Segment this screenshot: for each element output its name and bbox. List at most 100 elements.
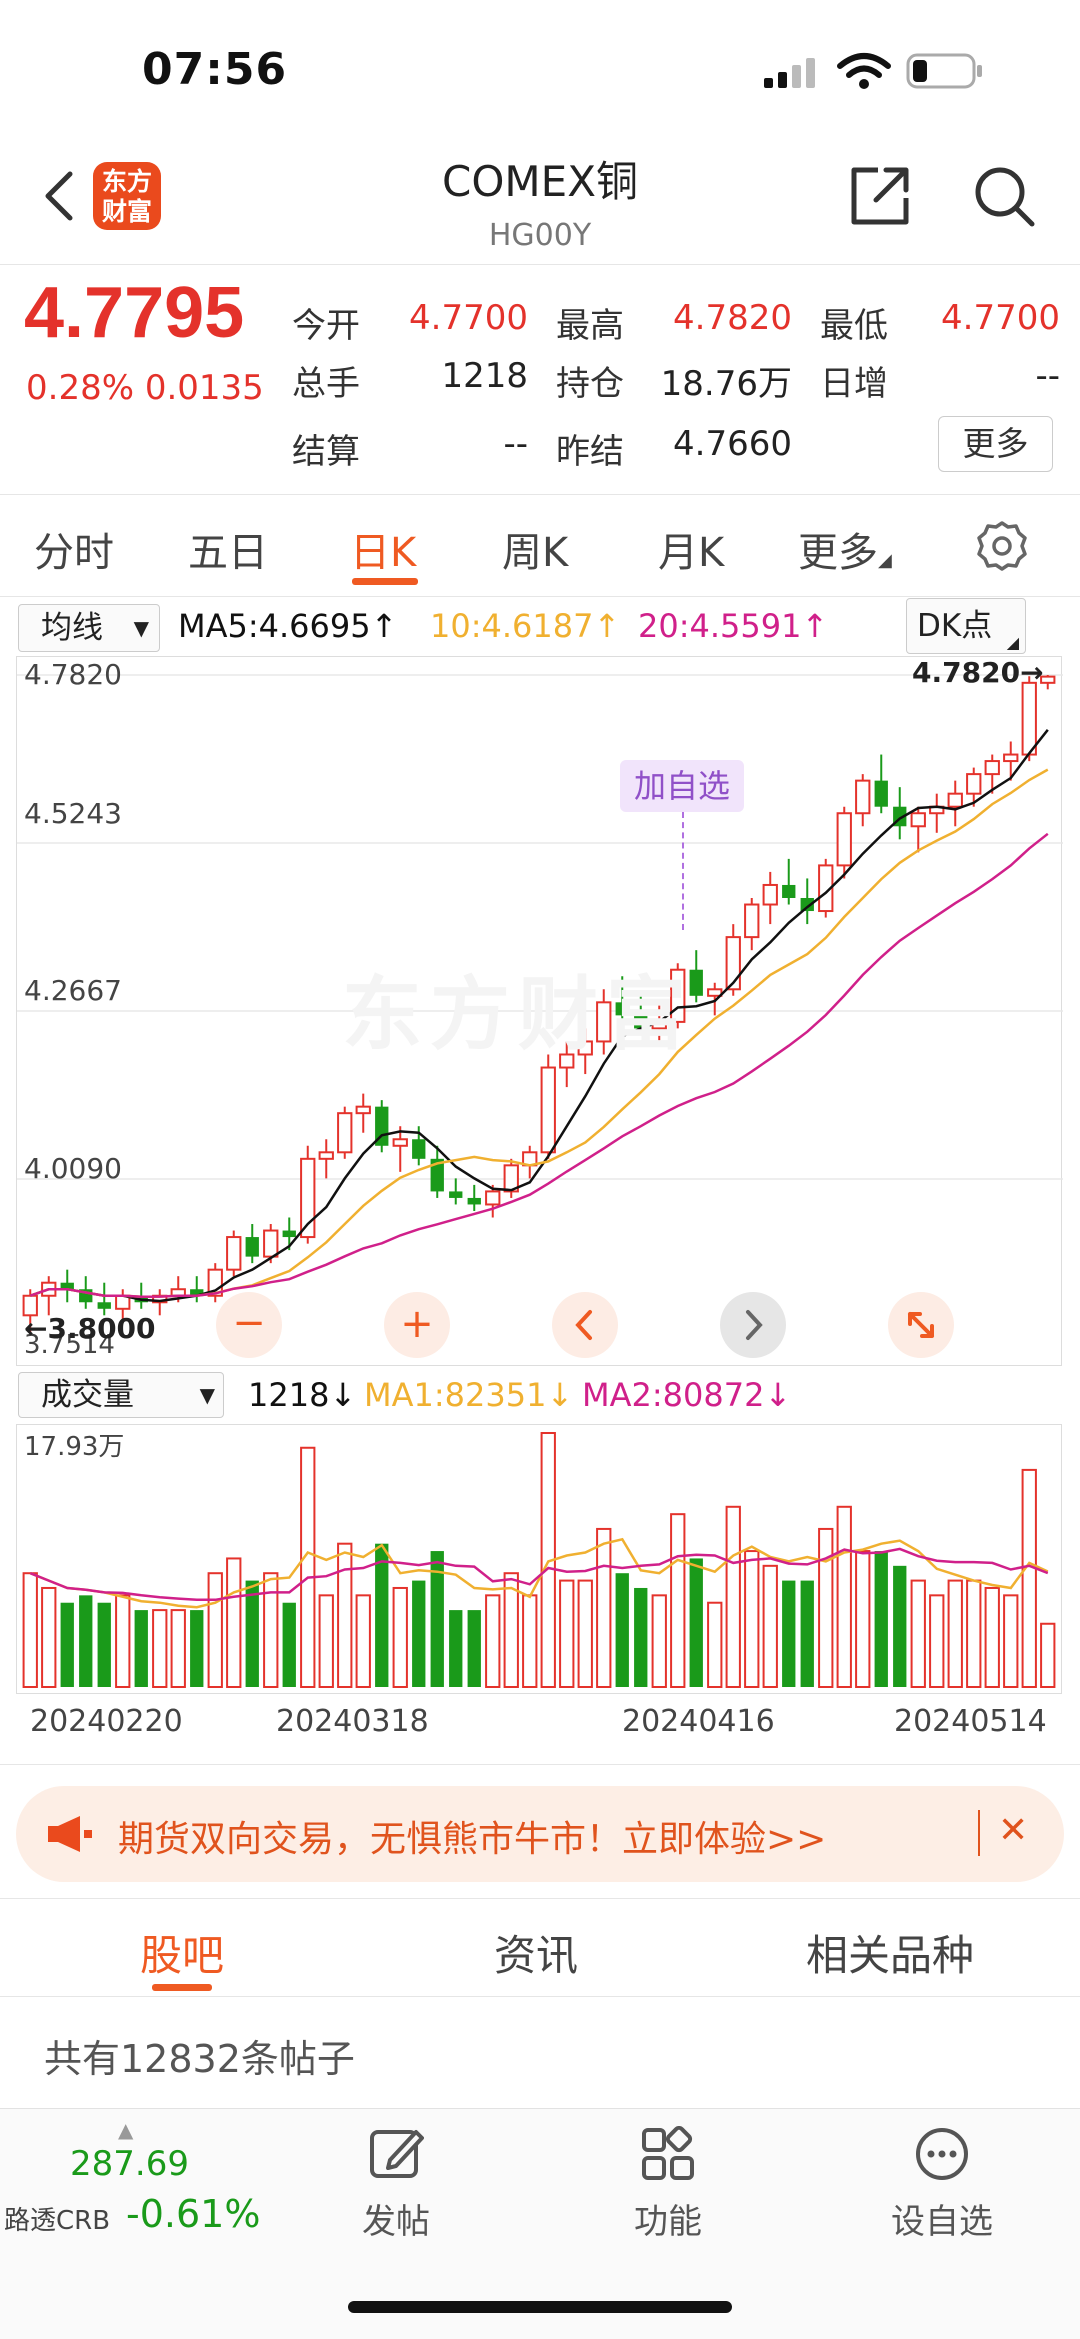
settings-gear-icon[interactable]: [976, 520, 1028, 576]
promo-banner[interactable]: [16, 1786, 1064, 1882]
candle-body: [540, 1066, 556, 1154]
y-label-3: 4.2667: [24, 974, 122, 1007]
volume-bar: [97, 1602, 111, 1687]
tabs-divider: [0, 596, 1080, 597]
candle-body: [337, 1112, 353, 1154]
index-value[interactable]: 287.69: [70, 2144, 189, 2184]
y-label-high: 4.7820: [24, 658, 122, 691]
quote-label: 总手: [292, 364, 360, 404]
candle-body: [800, 898, 814, 912]
tab-news[interactable]: 资讯: [494, 1931, 579, 1980]
fullscreen-icon[interactable]: [888, 1292, 954, 1358]
candle-body: [744, 903, 760, 939]
dk-point-button[interactable]: DK点 ◢: [906, 598, 1026, 654]
volume-bar: [412, 1580, 426, 1687]
back-button[interactable]: [38, 166, 78, 226]
candle-body: [355, 1105, 371, 1115]
watermark: 东方财富: [342, 968, 694, 1061]
candle-body: [966, 773, 982, 795]
volume-bar: [634, 1587, 648, 1687]
functions-label[interactable]: 功能: [634, 2202, 702, 2242]
index-name[interactable]: 路透CRB: [4, 2206, 111, 2236]
active-tab-underline: [352, 578, 418, 585]
tab-intraday[interactable]: 分时: [34, 530, 114, 576]
volume-bar: [762, 1564, 778, 1689]
volume-max-label: 17.93万: [24, 1432, 125, 1462]
chart-bottom-divider: [0, 1764, 1080, 1765]
candle-body: [245, 1237, 259, 1257]
candle-body: [1021, 681, 1037, 756]
volume-chart[interactable]: [16, 1424, 1062, 1694]
volume-bar: [207, 1572, 223, 1688]
volume-bar: [300, 1446, 316, 1688]
share-icon[interactable]: [848, 164, 914, 232]
candle-body: [836, 812, 852, 867]
candle-body: [467, 1197, 481, 1205]
scroll-right-button[interactable]: [720, 1292, 786, 1358]
candle-body: [1040, 675, 1056, 684]
volume-dropdown[interactable]: 成交量 ▼: [18, 1372, 224, 1418]
volume-bar: [22, 1572, 38, 1688]
promo-text[interactable]: 期货双向交易，无惧熊市牛市！立即体验>>: [118, 1819, 827, 1860]
scroll-left-button[interactable]: [552, 1292, 618, 1358]
tab-monthly-k[interactable]: 月K: [658, 530, 725, 576]
tab-guba[interactable]: 股吧: [140, 1931, 225, 1980]
add-watchlist-annotation[interactable]: 加自选: [620, 760, 744, 812]
candle-body: [782, 884, 796, 899]
app-logo: 东方 财富: [93, 162, 161, 230]
functions-icon[interactable]: [640, 2125, 696, 2186]
more-quote-button[interactable]: 更多: [938, 416, 1053, 472]
low-marker: ←3.8000: [24, 1312, 156, 1345]
volume-ma2-line: [29, 1547, 1049, 1602]
post-label[interactable]: 发帖: [362, 2202, 430, 2242]
volume-bar: [782, 1580, 796, 1687]
bottom-tabs-divider: [0, 1996, 1080, 1997]
megaphone-icon: [44, 1812, 94, 1860]
banner-bottom-divider: [0, 1898, 1080, 1899]
tab-more[interactable]: 更多◢: [798, 530, 892, 576]
quote-label: 日增: [820, 364, 888, 404]
tab-weekly-k[interactable]: 周K: [502, 530, 569, 576]
zoom-in-button[interactable]: +: [384, 1292, 450, 1358]
tab-daily-k[interactable]: 日K: [350, 530, 417, 576]
volume-bar: [190, 1610, 204, 1687]
index-change[interactable]: -0.61%: [126, 2192, 261, 2236]
candle-body: [707, 988, 723, 997]
volume-bar: [263, 1572, 279, 1688]
volume-bar: [375, 1543, 389, 1687]
close-icon[interactable]: ✕: [998, 1810, 1029, 1851]
candle-body: [818, 864, 834, 913]
add-watchlist-label[interactable]: 设自选: [891, 2202, 993, 2242]
candle-body: [984, 760, 1000, 776]
kline-chart[interactable]: [16, 656, 1063, 1366]
volume-bar: [355, 1594, 371, 1689]
ma-dropdown[interactable]: 均线 ▼: [18, 604, 160, 652]
volume-bar: [392, 1586, 408, 1688]
y-label-2: 4.5243: [24, 797, 122, 830]
volume-bar: [503, 1572, 519, 1688]
candle-body: [449, 1191, 463, 1198]
add-watchlist-icon[interactable]: [914, 2126, 970, 2186]
candle-body: [874, 780, 888, 807]
volume-bar: [893, 1565, 907, 1687]
price-change: 0.28% 0.0135: [26, 368, 264, 408]
post-edit-icon[interactable]: [368, 2126, 424, 2186]
volume-bar: [522, 1594, 538, 1689]
volume-bar: [79, 1595, 93, 1687]
candle-body: [577, 1040, 593, 1056]
volume-ma1-line: [29, 1537, 1049, 1609]
quote-label: 最高: [556, 306, 624, 346]
volume-bar: [984, 1586, 1000, 1688]
quote-divider: [0, 494, 1080, 495]
candle-body: [375, 1106, 389, 1146]
tab-related[interactable]: 相关品种: [806, 1931, 975, 1980]
guba-underline: [152, 1984, 212, 1991]
volume-bar: [41, 1586, 57, 1688]
ma5-value: MA5:4.6695↑: [178, 607, 398, 645]
candle-body: [503, 1164, 519, 1193]
volume-bar: [115, 1594, 131, 1689]
x-label-2: 20240318: [276, 1704, 429, 1739]
zoom-out-button[interactable]: −: [216, 1292, 282, 1358]
tab-five-day[interactable]: 五日: [188, 530, 268, 576]
search-icon[interactable]: [972, 164, 1038, 234]
